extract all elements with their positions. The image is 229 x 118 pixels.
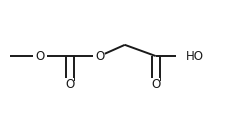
Text: O: O (35, 50, 45, 63)
Text: O: O (151, 78, 160, 91)
Text: HO: HO (185, 50, 204, 63)
Text: O: O (95, 50, 104, 63)
Text: O: O (65, 78, 74, 91)
